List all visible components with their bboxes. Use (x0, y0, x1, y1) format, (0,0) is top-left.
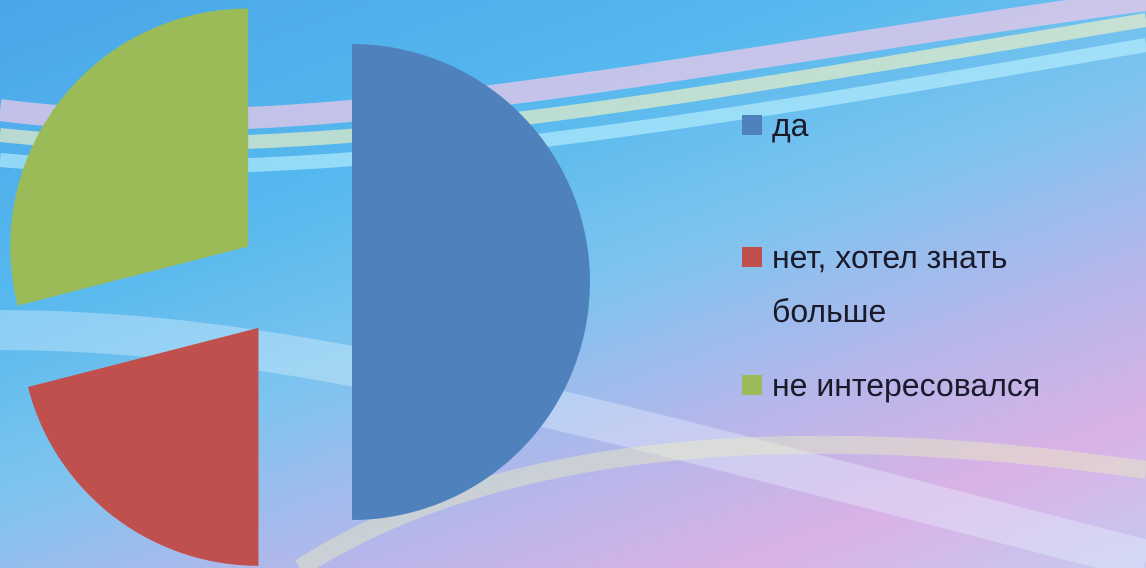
legend-item: не интересовался (740, 358, 1040, 412)
pie-slice (10, 8, 249, 306)
legend-label: нет, хотел знать больше (772, 239, 1008, 329)
legend-item: нет, хотел знать больше (740, 230, 1102, 338)
legend-swatch (742, 247, 762, 267)
legend-item: да (740, 98, 808, 152)
pie-chart (10, 8, 590, 566)
pie-slice (27, 327, 259, 566)
legend-swatch (742, 115, 762, 135)
pie-slice (352, 44, 590, 520)
legend-label: не интересовался (772, 367, 1041, 403)
legend: да нет, хотел знать больше не интересовалс… (740, 0, 1146, 568)
legend-swatch (742, 375, 762, 395)
legend-label: да (772, 107, 809, 143)
